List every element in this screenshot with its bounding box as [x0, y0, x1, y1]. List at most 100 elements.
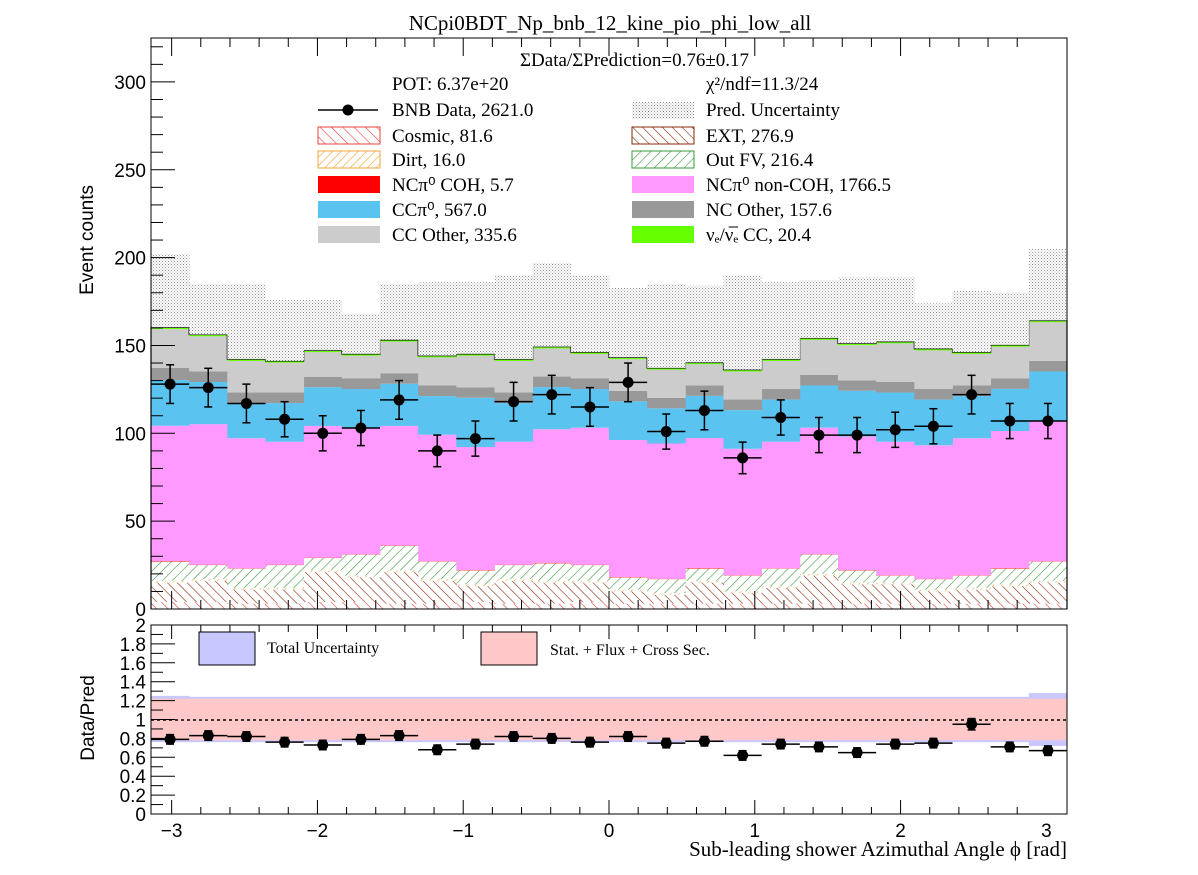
uncertainty-bin-16: [761, 282, 801, 360]
ratio-legend-stat-swatch: [480, 631, 538, 666]
main-ytick-label-0: 0: [135, 600, 146, 621]
ratio-data-points: [151, 717, 1067, 761]
stack-bar-3-16: [761, 568, 801, 587]
stack-bar-3-2: [227, 568, 266, 588]
data-point-16: [775, 411, 787, 423]
legend-data-marker: [342, 104, 354, 116]
ratio-point-0: [164, 733, 176, 745]
stack-bar-5-3: [265, 441, 305, 565]
stack-bar-8-20: [914, 350, 953, 390]
data-point-12: [622, 376, 634, 388]
main-y-axis-label: Event counts: [77, 185, 98, 295]
stack-bar-4-0: [151, 561, 190, 562]
ratio-y-axis-label: Data/Pred: [78, 675, 99, 761]
stack-bar-5-16: [761, 441, 801, 569]
stack-bar-2-3: [265, 587, 305, 590]
stack-bar-2-2: [227, 587, 266, 590]
ratio-point-4: [317, 739, 329, 751]
stack-bar-0-5: [341, 601, 381, 609]
ratio-plot-frame: [150, 624, 1068, 815]
legend-cosmic-swatch: [317, 126, 381, 145]
stack-bar-1-8: [456, 586, 495, 602]
stack-bar-9-22: [990, 344, 1030, 347]
stack-bar-0-1: [189, 601, 228, 609]
stack-bar-1-15: [723, 593, 763, 604]
stack-bar-2-21: [952, 587, 992, 590]
data-point-10: [546, 389, 558, 401]
main-axes: 0 50 100 150 200 250 300: [114, 38, 1018, 621]
stack-bar-7-3: [265, 392, 305, 404]
stack-bar-0-7: [418, 603, 457, 609]
legend-ccother-swatch: [318, 226, 380, 243]
data-point-3: [279, 413, 291, 425]
legend-outfv-swatch: [631, 150, 695, 169]
stack-bar-9-1: [189, 334, 228, 337]
data-point-2: [240, 397, 252, 409]
stack-bar-8-1: [189, 336, 228, 372]
stack-bar-5-21: [952, 438, 992, 576]
ratio-annotation: ΣData/ΣPrediction=0.76±0.17: [520, 50, 749, 71]
main-ytick-label-300: 300: [114, 73, 146, 94]
stack-bar-8-6: [380, 341, 419, 374]
ratio-point-2: [240, 731, 252, 743]
stack-bar-5-22: [990, 431, 1030, 569]
stack-bar-4-10: [532, 562, 572, 564]
x-tick-label-1: 1: [749, 821, 760, 842]
stack-bar-1-12: [609, 591, 648, 604]
stack-bar-0-8: [456, 601, 495, 609]
stack-bar-9-5: [341, 353, 381, 356]
ratio-ytick-label-0: 0: [135, 805, 146, 826]
stack-bar-5-23: [1028, 420, 1068, 562]
stack-bar-9-8: [456, 353, 495, 356]
ratio-stat-band-7: [418, 698, 457, 741]
stack-bar-5-14: [685, 438, 724, 569]
stack-bar-0-0: [151, 601, 190, 609]
stack-bar-2-14: [685, 580, 724, 583]
stack-bar-9-11: [570, 352, 610, 354]
stack-bar-2-17: [799, 573, 839, 576]
legend-ccpi0-label: CCπ⁰, 567.0: [392, 200, 487, 221]
stack-bar-2-23: [1028, 580, 1068, 583]
ratio-point-21: [966, 718, 978, 730]
stack-bar-3-15: [723, 575, 763, 592]
stack-bar-7-16: [761, 389, 801, 400]
uncertainty-bin-22: [990, 292, 1030, 345]
legend-ncnoncoh-label: NCπ⁰ non-COH, 1766.5: [706, 175, 891, 196]
stack-bar-7-7: [418, 385, 457, 397]
stack-bar-9-4: [303, 350, 343, 353]
stack-bar-8-13: [647, 369, 686, 398]
ratio-point-12: [622, 731, 634, 743]
ratio-point-6: [393, 730, 405, 742]
main-ytick-label-50: 50: [125, 512, 146, 533]
stack-bar-8-0: [151, 329, 190, 368]
stack-bar-1-11: [570, 582, 610, 602]
ratio-point-22: [1004, 741, 1016, 753]
uncertainty-bin-10: [532, 262, 572, 347]
legend-nue-swatch: [632, 226, 694, 243]
data-point-22: [1004, 415, 1016, 427]
legend-uncertainty-label: Pred. Uncertainty: [706, 100, 841, 121]
ratio-ytick-label-1.2: 1.2: [120, 692, 146, 713]
stack-bar-1-14: [685, 582, 724, 604]
stack-bar-3-14: [685, 568, 724, 581]
stack-bar-7-6: [380, 373, 419, 384]
chart-title: NCpi0BDT_Np_bnb_12_kine_pio_phi_low_all: [409, 11, 812, 35]
stack-bar-2-4: [303, 570, 343, 573]
legend-nccoh-label: NCπ⁰ COH, 5.7: [392, 175, 514, 196]
uncertainty-bin-15: [723, 275, 763, 370]
stack-bar-2-19: [876, 582, 915, 585]
stack-bar-0-6: [380, 603, 419, 609]
stack-bar-2-1: [189, 579, 228, 581]
stack-bar-1-13: [647, 594, 686, 604]
stack-bar-1-4: [303, 572, 343, 602]
stack-bar-9-12: [609, 357, 648, 360]
legend-ncother-label: NC Other, 157.6: [706, 200, 832, 221]
stack-bar-0-17: [799, 603, 839, 609]
stack-bar-3-11: [570, 565, 610, 581]
x-axis-label: Sub-leading shower Azimuthal Angle ϕ [ra…: [689, 837, 1067, 861]
ratio-point-9: [508, 731, 520, 743]
stack-bar-3-17: [799, 554, 839, 574]
uncertainty-bin-12: [609, 287, 648, 358]
legend-dirt-swatch: [317, 150, 381, 169]
stack-bar-9-21: [952, 352, 992, 354]
